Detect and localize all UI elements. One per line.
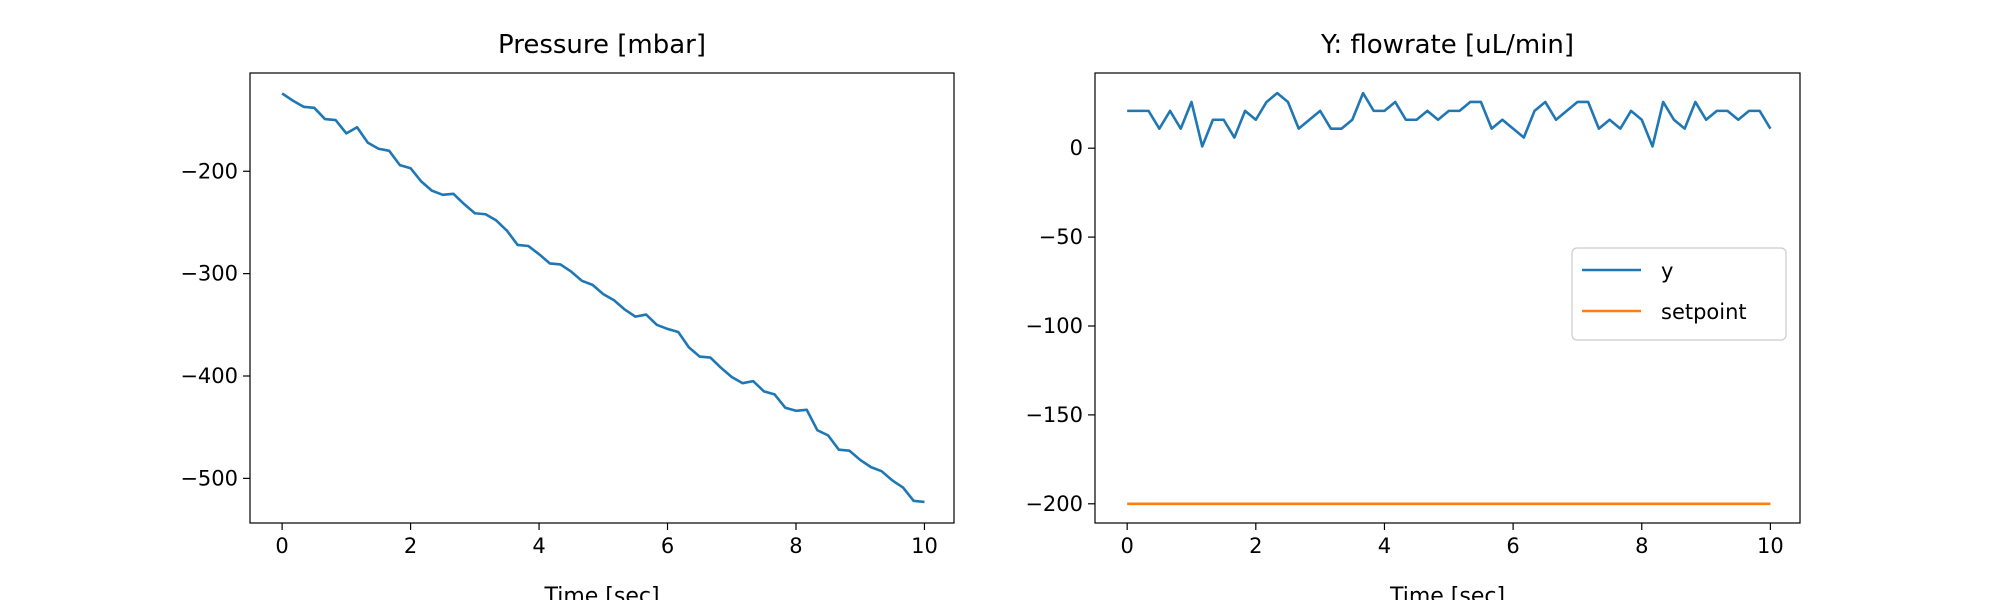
legend-label: setpoint — [1661, 300, 1747, 324]
x-tick-label: 2 — [1249, 534, 1262, 558]
y-tick-label: −400 — [180, 364, 238, 388]
y-tick-label: −300 — [180, 262, 238, 286]
x-tick-label: 8 — [1635, 534, 1648, 558]
x-tick-label: 6 — [1506, 534, 1519, 558]
axes-frame — [249, 72, 955, 524]
legend-box — [1571, 247, 1787, 341]
x-tick-label: 8 — [789, 534, 802, 558]
y-tick-label: −200 — [180, 159, 238, 183]
y-tick-label: 0 — [1070, 136, 1083, 160]
chart-title: Pressure [mbar] — [498, 30, 706, 60]
y-tick-label: −150 — [1025, 403, 1083, 427]
subplot: Pressure [mbar] Time [sec] 0 2 4 6 8 10 −500 −400… — [180, 30, 955, 600]
axes-frame — [1094, 72, 1801, 524]
y-tick-label: −500 — [180, 466, 238, 490]
x-tick-label: 0 — [1120, 534, 1133, 558]
x-axis-label: Time [sec] — [543, 584, 659, 600]
y-tick-label: −100 — [1025, 314, 1083, 338]
x-tick-label: 2 — [404, 534, 417, 558]
x-tick-label: 4 — [1378, 534, 1391, 558]
x-tick-label: 6 — [661, 534, 674, 558]
subplot: Y: flowrate [uL/min] Time [sec] 0 2 4 6 8 10 −20… — [1025, 30, 1801, 600]
chart-title: Y: flowrate [uL/min] — [1320, 30, 1574, 60]
x-axis-label: Time [sec] — [1389, 584, 1505, 600]
x-tick-label: 0 — [275, 534, 288, 558]
line-series — [1127, 91, 1772, 148]
legend: y setpoint — [1571, 247, 1787, 341]
x-tick-label: 10 — [1757, 534, 1784, 558]
x-tick-label: 4 — [532, 534, 545, 558]
y-tick-label: −200 — [1025, 492, 1083, 516]
line-series — [281, 92, 925, 504]
y-tick-label: −50 — [1039, 225, 1083, 249]
legend-label: y — [1661, 259, 1673, 283]
x-tick-label: 10 — [911, 534, 938, 558]
